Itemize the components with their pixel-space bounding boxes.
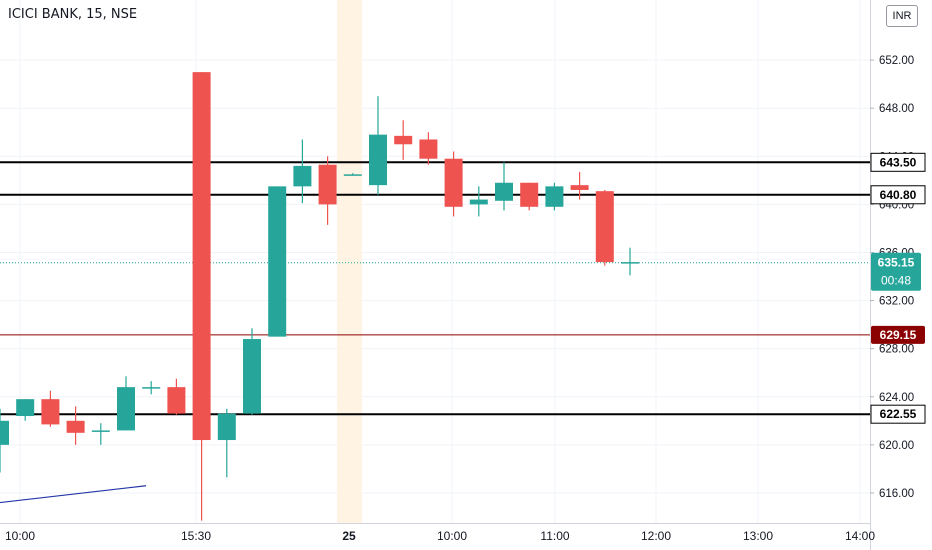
candle xyxy=(369,96,387,195)
candle xyxy=(268,186,287,337)
candle xyxy=(318,156,337,225)
candle-body xyxy=(621,262,639,264)
candle-body xyxy=(41,399,60,425)
candle-body xyxy=(444,158,463,207)
candle xyxy=(117,376,135,431)
price-tag-resistance: 643.50 xyxy=(870,152,926,172)
price-tag-support-upper: 640.80 xyxy=(870,185,926,205)
candle xyxy=(0,408,9,473)
candle xyxy=(217,408,236,478)
candle-body xyxy=(16,399,35,416)
y-tick-label: 632.00 xyxy=(879,296,914,308)
candle xyxy=(444,151,463,217)
candle xyxy=(293,139,312,204)
x-tick-label: 25 xyxy=(342,529,356,543)
horizontal-levels-layer xyxy=(0,161,870,416)
price-tag-bg xyxy=(870,404,926,424)
candle-body xyxy=(217,413,236,441)
price-tag-support-lower: 622.55 xyxy=(870,404,926,424)
candle-body xyxy=(142,387,161,389)
candle-body xyxy=(268,186,287,337)
candle-body xyxy=(595,191,614,263)
candle-body xyxy=(570,185,589,190)
x-tick-label: 13:00 xyxy=(743,529,773,543)
last-price-value: 635.15 xyxy=(878,256,915,270)
candle xyxy=(394,120,413,160)
candle xyxy=(91,423,110,445)
candle xyxy=(545,182,564,211)
price-tag-text: 640.80 xyxy=(880,188,917,202)
x-tick-label: 14:00 xyxy=(845,529,875,543)
candle xyxy=(595,189,614,266)
y-tick-label: 620.00 xyxy=(879,440,914,452)
y-tick-label: 624.00 xyxy=(879,392,914,404)
candle xyxy=(343,173,362,176)
price-tag-previous-close: 629.15 xyxy=(871,325,925,344)
candle xyxy=(520,182,539,211)
candle-body xyxy=(66,420,85,433)
y-tick-label: 628.00 xyxy=(879,344,914,356)
candle xyxy=(66,406,85,445)
candles-layer xyxy=(0,72,639,521)
grid-layer xyxy=(0,0,870,523)
last-price-countdown: 00:48 xyxy=(881,274,911,288)
price-tag-text: 643.50 xyxy=(880,155,917,169)
candle xyxy=(16,399,35,421)
price-tag-previous-close-bg xyxy=(871,325,925,344)
candle xyxy=(495,162,513,211)
candle-body xyxy=(192,72,211,441)
candle-body xyxy=(167,387,186,414)
candle xyxy=(570,171,589,200)
y-tick-label: 616.00 xyxy=(879,488,914,500)
x-tick-label: 10:00 xyxy=(5,529,35,543)
candle xyxy=(243,328,261,415)
candle-body xyxy=(495,182,513,201)
candle-body xyxy=(343,174,362,176)
price-tag-bg xyxy=(870,152,926,172)
candle-body xyxy=(394,135,413,145)
x-tick-label: 15:30 xyxy=(181,529,211,543)
candle xyxy=(167,378,186,415)
x-tick-label: 10:00 xyxy=(437,529,467,543)
candle-body xyxy=(469,199,488,205)
x-tick-label: 12:00 xyxy=(641,529,671,543)
candle-body xyxy=(419,139,438,159)
candle xyxy=(419,132,438,165)
session-highlight xyxy=(337,0,362,523)
y-tick-label: 648.00 xyxy=(879,103,914,115)
price-tag-previous-close-text: 629.15 xyxy=(880,328,917,342)
candle-body xyxy=(243,339,261,414)
candle-body xyxy=(318,164,337,205)
last-price-tag-bg xyxy=(871,252,921,291)
y-tick-label: 652.00 xyxy=(879,55,914,67)
last-price-tag: 635.15 00:48 xyxy=(871,252,921,291)
chart-title: ICICI BANK, 15, NSE xyxy=(8,7,138,22)
price-tag-text: 622.55 xyxy=(880,407,917,421)
trend-line-layer xyxy=(0,485,147,504)
candle xyxy=(621,247,639,276)
candle-body xyxy=(545,186,564,207)
trend-line xyxy=(0,485,147,504)
candle xyxy=(469,186,488,217)
candle xyxy=(192,72,211,521)
currency-button[interactable]: INR xyxy=(886,5,918,27)
x-tick-label: 11:00 xyxy=(540,529,569,543)
price-tag-bg xyxy=(870,185,926,205)
candle xyxy=(142,381,161,395)
candle-body xyxy=(0,420,9,445)
candle xyxy=(41,390,60,427)
candle-body xyxy=(520,182,539,207)
candle-body xyxy=(91,430,110,432)
candle-body xyxy=(293,165,312,187)
session-highlight-layer xyxy=(337,0,362,523)
candle-body xyxy=(369,134,387,186)
candle-body xyxy=(117,387,135,431)
